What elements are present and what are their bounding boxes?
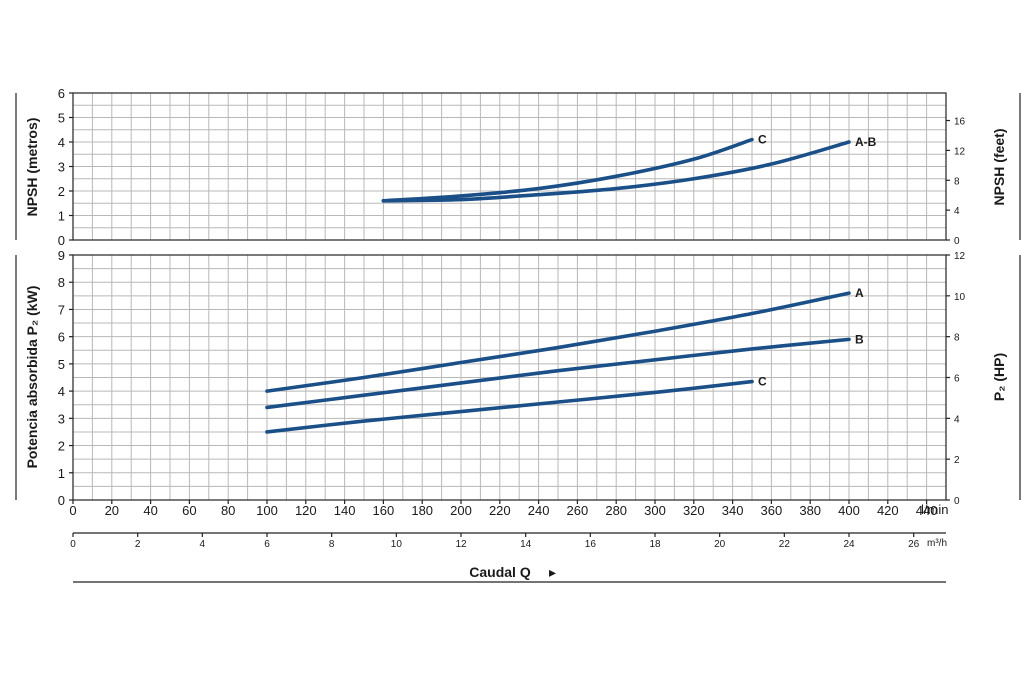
y2-tick-label: 16 bbox=[954, 117, 966, 128]
x-secondary-tick-label: 22 bbox=[779, 539, 791, 550]
x-tick-label: 80 bbox=[221, 503, 235, 518]
x-tick-label: 280 bbox=[605, 503, 627, 518]
curve-a-b bbox=[381, 140, 851, 203]
x-tick-label: 60 bbox=[182, 503, 196, 518]
power-left-axis-title: Potencia absorbida P₂ (kW) bbox=[24, 286, 40, 469]
x-tick-label: 200 bbox=[450, 503, 472, 518]
curve-label-a-b: A-B bbox=[855, 135, 877, 149]
y-tick-label: 3 bbox=[58, 160, 65, 175]
x-tick-label: 180 bbox=[411, 503, 433, 518]
x-tick-label: 0 bbox=[69, 503, 76, 518]
x-secondary-tick-label: 18 bbox=[649, 539, 661, 550]
x-tick-label: 420 bbox=[877, 503, 899, 518]
x-tick-label: 240 bbox=[528, 503, 550, 518]
x-tick-label: 360 bbox=[761, 503, 783, 518]
y2-tick-label: 6 bbox=[954, 374, 960, 385]
y-tick-label: 6 bbox=[58, 330, 65, 345]
y-tick-label: 4 bbox=[58, 384, 65, 399]
x-tick-label: 40 bbox=[143, 503, 157, 518]
x-secondary-tick-label: 20 bbox=[714, 539, 726, 550]
x-secondary-tick-label: 0 bbox=[70, 539, 76, 550]
x-tick-label: 300 bbox=[644, 503, 666, 518]
x-tick-label: 260 bbox=[567, 503, 589, 518]
x-tick-label: 140 bbox=[334, 503, 356, 518]
y-tick-label: 4 bbox=[58, 135, 65, 150]
x-secondary-tick-label: 6 bbox=[264, 539, 270, 550]
curve-a bbox=[265, 291, 851, 393]
x-tick-label: 440 bbox=[916, 503, 938, 518]
x-secondary-tick-label: 4 bbox=[200, 539, 206, 550]
y-tick-label: 2 bbox=[58, 184, 65, 199]
frame-layer bbox=[15, 92, 1021, 583]
x-secondary-unit: m³/h bbox=[927, 538, 947, 549]
x-tick-label: 120 bbox=[295, 503, 317, 518]
x-secondary-tick-label: 24 bbox=[843, 539, 855, 550]
x-tick-label: 160 bbox=[373, 503, 395, 518]
y-tick-label: 1 bbox=[58, 209, 65, 224]
x-tick-label: 220 bbox=[489, 503, 511, 518]
curve-c bbox=[265, 379, 754, 434]
y-tick-label: 0 bbox=[58, 493, 65, 508]
y-tick-label: 2 bbox=[58, 439, 65, 454]
y2-tick-label: 10 bbox=[954, 292, 966, 303]
x-primary-unit: l/min bbox=[921, 502, 948, 517]
npsh-left-axis-title: NPSH (metros) bbox=[24, 118, 40, 217]
y2-tick-label: 4 bbox=[954, 206, 960, 217]
y2-tick-label: 8 bbox=[954, 176, 960, 187]
x-tick-label: 320 bbox=[683, 503, 705, 518]
x-secondary-tick-label: 14 bbox=[520, 539, 532, 550]
x-tick-label: 400 bbox=[838, 503, 860, 518]
y-tick-label: 9 bbox=[58, 248, 65, 263]
curve-label-c: C bbox=[758, 133, 767, 147]
y-tick-label: 7 bbox=[58, 302, 65, 317]
y2-tick-label: 4 bbox=[954, 414, 960, 425]
y2-tick-label: 8 bbox=[954, 333, 960, 344]
y-tick-label: 1 bbox=[58, 466, 65, 481]
x-secondary-tick-label: 8 bbox=[329, 539, 335, 550]
grid-layer bbox=[73, 93, 946, 500]
curve-label-c: C bbox=[758, 375, 767, 389]
y2-tick-label: 0 bbox=[954, 496, 960, 507]
x-tick-label: 100 bbox=[256, 503, 278, 518]
x-secondary-tick-label: 12 bbox=[455, 539, 467, 550]
x-tick-label: 380 bbox=[799, 503, 821, 518]
y-tick-label: 3 bbox=[58, 411, 65, 426]
y2-tick-label: 12 bbox=[954, 146, 966, 157]
x-tick-label: 340 bbox=[722, 503, 744, 518]
power-right-axis-title: P₂ (HP) bbox=[991, 353, 1007, 401]
y-tick-label: 5 bbox=[58, 111, 65, 126]
x-axis-title: Caudal Q bbox=[469, 564, 531, 580]
y2-tick-label: 2 bbox=[954, 455, 960, 466]
curve-layer bbox=[265, 137, 851, 434]
npsh-right-axis-title: NPSH (feet) bbox=[991, 128, 1007, 205]
x-secondary-tick-label: 10 bbox=[391, 539, 403, 550]
curve-b bbox=[265, 337, 851, 410]
y2-tick-label: 12 bbox=[954, 251, 966, 262]
curve-label-a: A bbox=[855, 286, 864, 300]
curve-c bbox=[381, 137, 754, 203]
curve-label-b: B bbox=[855, 332, 864, 346]
x-secondary-tick-label: 26 bbox=[908, 539, 920, 550]
y-tick-label: 6 bbox=[58, 86, 65, 101]
x-tick-label: 20 bbox=[105, 503, 119, 518]
y-tick-label: 5 bbox=[58, 357, 65, 372]
y-tick-label: 8 bbox=[58, 275, 65, 290]
x-axis-title-arrow: ▸ bbox=[549, 564, 556, 580]
y2-tick-label: 0 bbox=[954, 236, 960, 247]
y-tick-label: 0 bbox=[58, 233, 65, 248]
x-secondary-tick-label: 2 bbox=[135, 539, 141, 550]
x-secondary-tick-label: 16 bbox=[585, 539, 597, 550]
